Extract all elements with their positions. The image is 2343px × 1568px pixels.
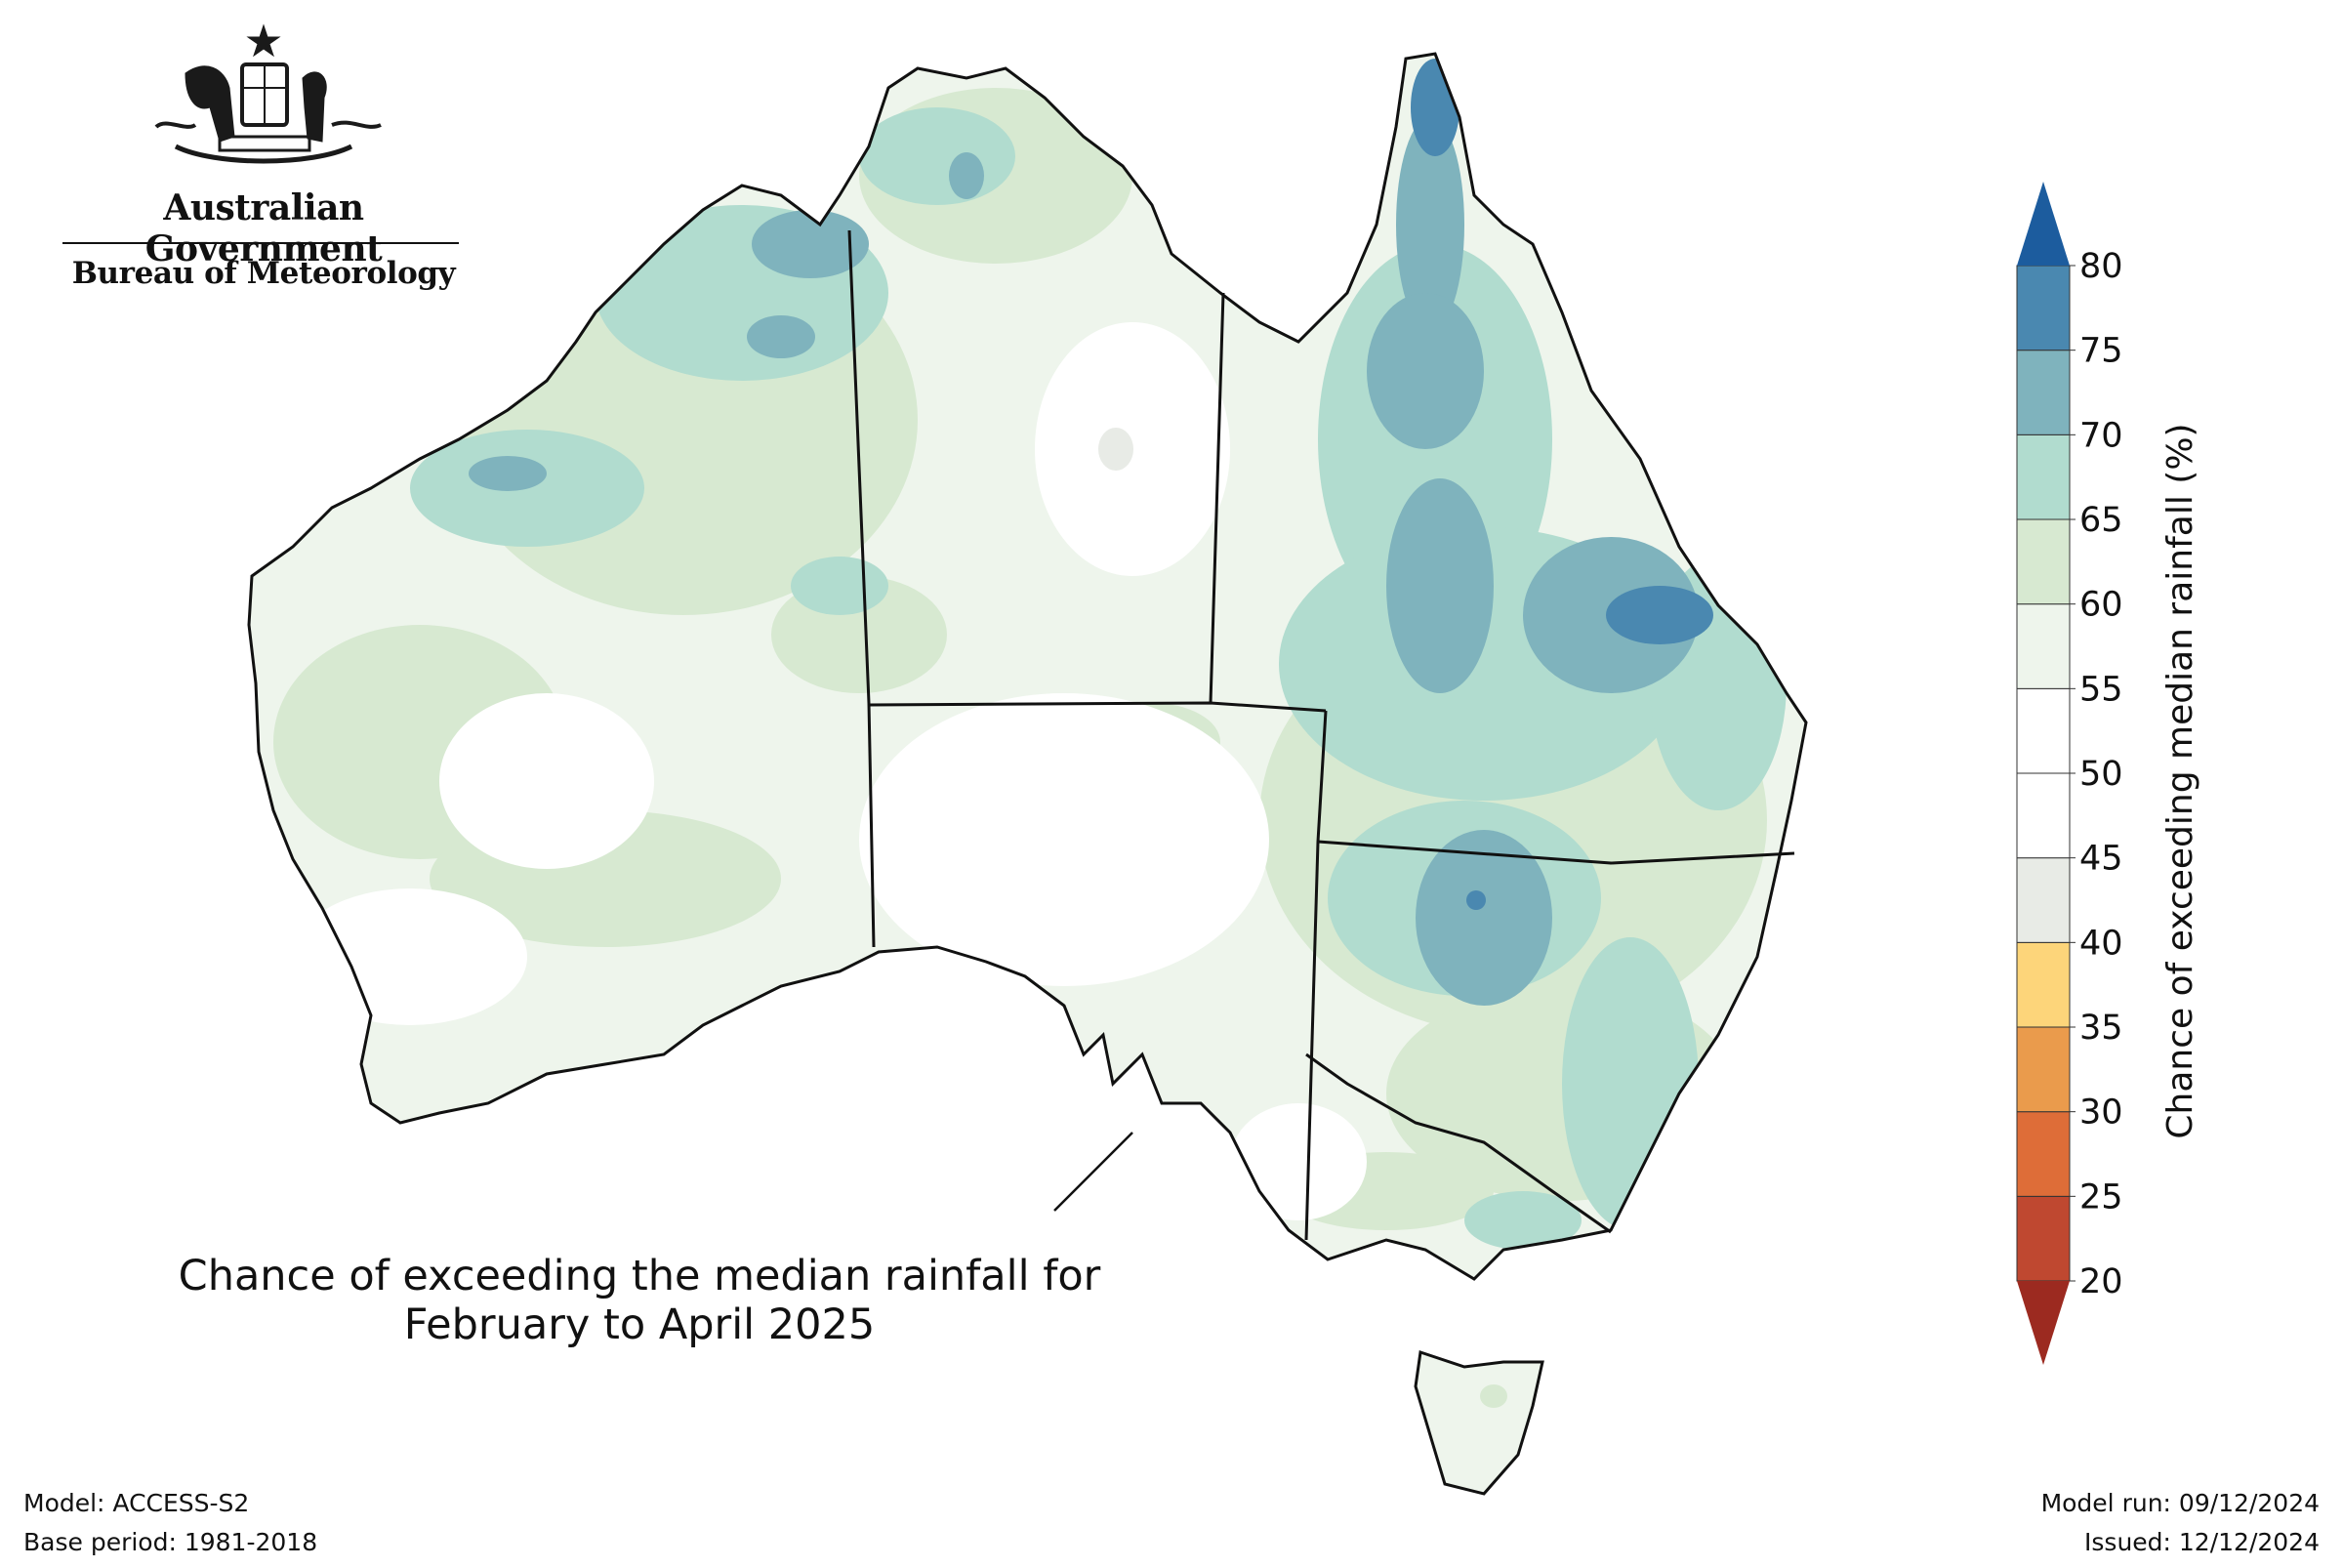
colorbar-bin-65-70: [2016, 433, 2071, 520]
header-divider: [62, 242, 459, 244]
colorbar-tick-label: 60: [2079, 586, 2123, 625]
issued-date: Issued: 12/12/2024: [2084, 1528, 2320, 1556]
colorbar-bin-20-25: [2016, 1195, 2071, 1282]
colorbar-label: Chance of exceeding median rainfall (%): [2160, 423, 2200, 1138]
government-name: Australian Government: [144, 187, 383, 269]
colorbar-tick-label: 40: [2079, 924, 2123, 963]
colorbar-tick-label: 70: [2079, 416, 2123, 455]
colorbar-ticks: 20 25 30 35 40 45 50 55 60 65 70 75 80: [2070, 247, 2123, 1301]
map-title-line-1: Chance of exceeding the median rainfall …: [178, 1252, 1101, 1300]
colorbar-bin-55-60: [2016, 603, 2071, 689]
colorbar-bin-30-35: [2016, 1026, 2071, 1113]
model-run-date: Model run: 09/12/2024: [2040, 1489, 2320, 1517]
footer-right: Model run: 09/12/2024 Issued: 12/12/2024: [2041, 1484, 2320, 1562]
state-borders: [847, 229, 1795, 1241]
colorbar-bin-75-80: [2016, 265, 2071, 351]
colorbar-below-arrow: [2017, 1281, 2070, 1365]
colorbar-bin-60-65: [2016, 518, 2071, 605]
colorbar-tick-label: 55: [2079, 670, 2123, 709]
colorbar-tick-label: 35: [2079, 1009, 2123, 1048]
bureau-name: Bureau of Meteorology: [71, 256, 456, 291]
colorbar-bin-70-75: [2016, 350, 2071, 435]
tasmania-wet-zone: [1480, 1384, 1507, 1408]
colorbar-tick-label: 65: [2079, 501, 2123, 540]
colorbar-bins: [2016, 182, 2071, 1365]
colorbar-tick-label: 25: [2079, 1177, 2123, 1217]
colorbar-bin-45-50: [2016, 772, 2071, 859]
colorbar-legend: 20 25 30 35 40 45 50 55 60 65 70 75 80 Chance of exc…: [2016, 182, 2200, 1365]
colorbar-tick-label: 75: [2079, 332, 2123, 371]
colorbar-above-arrow: [2017, 182, 2070, 266]
model-name: Model: ACCESS-S2: [23, 1489, 250, 1517]
colorbar-bin-25-30: [2016, 1111, 2071, 1197]
colorbar-bin-50-55: [2016, 687, 2071, 774]
base-period: Base period: 1981-2018: [23, 1528, 318, 1556]
colorbar-bin-35-40: [2016, 941, 2071, 1028]
colorbar-tick-label: 50: [2079, 755, 2123, 794]
tasmania: [1414, 1350, 1544, 1496]
map-title: Chance of exceeding the median rainfall …: [117, 1252, 1162, 1349]
colorbar-tick-label: 20: [2079, 1262, 2123, 1301]
colorbar-tick-label: 30: [2079, 1093, 2123, 1133]
colorbar-bin-40-45: [2016, 857, 2071, 943]
gulf-coast: [1053, 1132, 1133, 1212]
rainfall-probability-field: [249, 54, 1806, 1279]
map-title-line-2: February to April 2025: [403, 1300, 876, 1349]
colorbar-tick-label: 80: [2079, 247, 2123, 286]
footer-left: Model: ACCESS-S2 Base period: 1981-2018: [23, 1484, 317, 1562]
coat-of-arms-logo: [154, 23, 382, 164]
colorbar-tick-label: 45: [2079, 840, 2123, 879]
